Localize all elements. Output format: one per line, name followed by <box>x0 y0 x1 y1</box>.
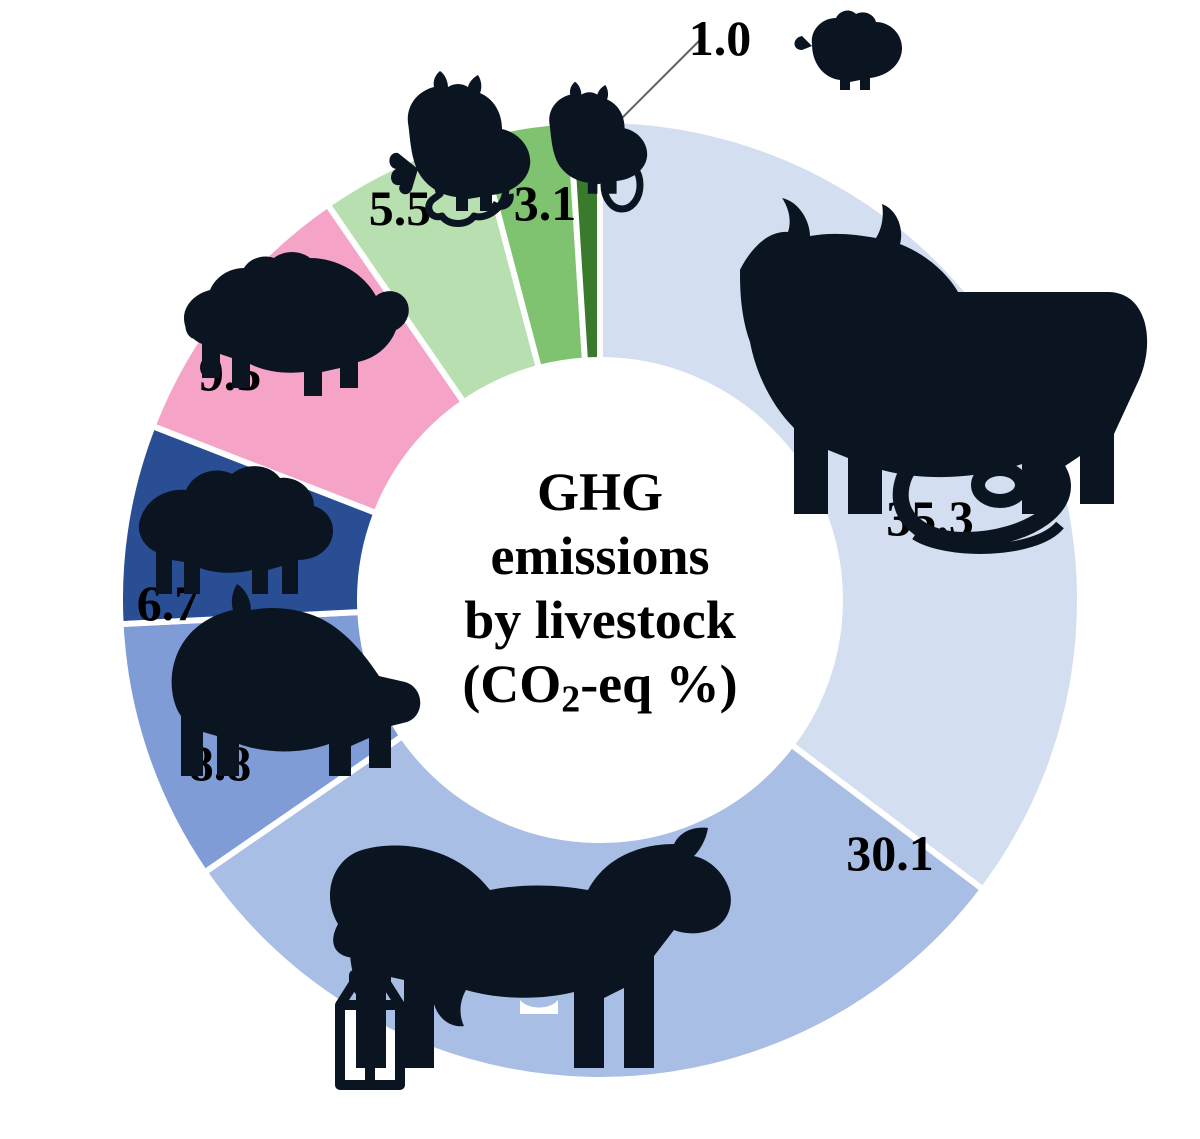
value-dairy-cattle: 30.1 <box>846 825 934 881</box>
center-title-line: GHG <box>537 462 663 522</box>
center-title-line: by livestock <box>464 590 736 650</box>
ghg-donut-chart: GHGemissionsby livestock(CO2-eq %) 35.33… <box>0 0 1200 1139</box>
bull-icon <box>740 198 1147 514</box>
center-title-line: (CO2-eq %) <box>462 654 737 721</box>
center-title-line: emissions <box>490 526 709 586</box>
duck-icon <box>795 11 903 90</box>
value-duck: 1.0 <box>689 10 752 66</box>
value-chicken-egg: 3.1 <box>514 175 577 231</box>
duck-callout-line <box>615 40 700 125</box>
chart-stage: { "chart": { "type": "pie", "background_… <box>0 0 1200 1139</box>
